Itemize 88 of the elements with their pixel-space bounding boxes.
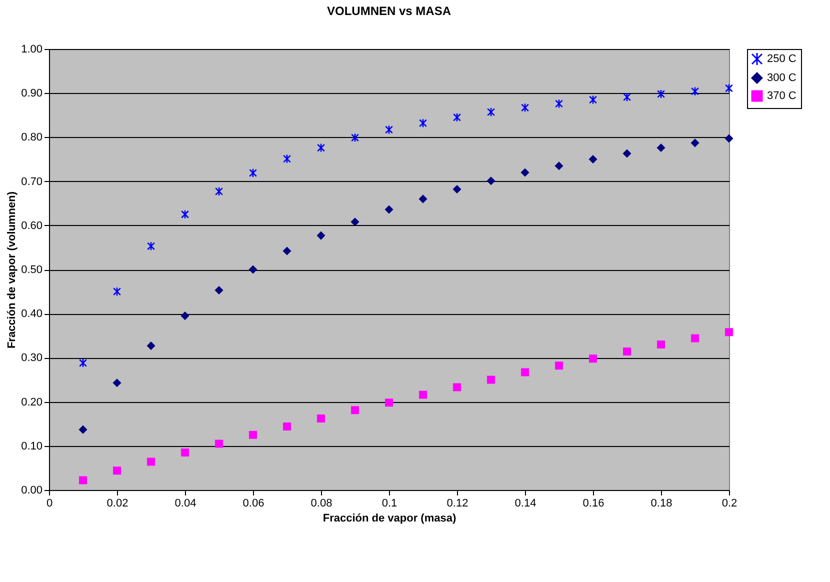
point — [384, 398, 394, 407]
y-tick-label: 0.60 — [21, 220, 42, 232]
point — [316, 414, 326, 423]
y-tick-label: 1.00 — [21, 44, 42, 56]
x-tick-label: 0.2 — [722, 498, 738, 510]
point — [214, 186, 224, 196]
x-axis-title: Fracción de vapor (masa) — [322, 512, 456, 524]
point — [112, 378, 122, 387]
point — [248, 168, 258, 178]
point — [316, 143, 326, 152]
point — [418, 390, 428, 399]
point — [520, 102, 530, 112]
point — [486, 376, 496, 384]
point — [350, 406, 360, 414]
point — [282, 422, 292, 430]
point — [180, 448, 190, 457]
x-tick-label: 0.16 — [582, 498, 604, 510]
x-tick-label: 0.08 — [310, 498, 332, 510]
point — [554, 362, 564, 370]
point — [214, 286, 224, 294]
point — [78, 476, 88, 484]
y-tick-label: 0.70 — [21, 176, 42, 188]
point — [112, 466, 122, 475]
y-tick-label: 0.10 — [21, 440, 42, 452]
point — [690, 138, 700, 147]
point — [724, 328, 734, 336]
point — [180, 312, 190, 320]
chart-title: VOLUMNEN vs MASA — [326, 4, 452, 18]
point — [520, 368, 530, 376]
y-tick-label: 0.30 — [21, 352, 42, 364]
point — [554, 162, 564, 170]
y-tick-label: 0.00 — [21, 484, 42, 496]
point — [384, 206, 394, 214]
point — [622, 150, 632, 158]
point — [316, 232, 326, 240]
point — [656, 144, 666, 152]
legend-label: 370 C — [767, 90, 796, 102]
y-tick-label: 0.40 — [21, 308, 42, 320]
point — [588, 155, 598, 164]
point — [146, 342, 156, 350]
point — [622, 348, 632, 356]
legend-label: 300 C — [767, 72, 796, 84]
x-tick-label: 0.14 — [514, 498, 536, 510]
point — [180, 210, 190, 220]
y-axis-title: Fracción de vapor (volumnen) — [6, 191, 18, 349]
x-tick-label: 0.02 — [106, 498, 128, 510]
point — [588, 354, 598, 363]
point — [78, 358, 88, 368]
point — [724, 134, 734, 143]
point — [622, 92, 632, 102]
point — [146, 458, 156, 466]
point — [656, 89, 666, 99]
x-tick-label: 0.1 — [382, 498, 398, 510]
y-tick-label: 0.90 — [21, 88, 42, 100]
point — [452, 185, 462, 194]
x-tick-label: 0.06 — [242, 498, 264, 510]
point — [588, 95, 598, 104]
point — [248, 430, 258, 439]
point — [520, 168, 530, 176]
y-tick-label: 0.80 — [21, 132, 42, 144]
x-tick-label: 0 — [46, 498, 53, 510]
point — [112, 286, 122, 296]
point — [418, 118, 428, 128]
point — [350, 132, 360, 142]
y-tick-label: 0.50 — [21, 264, 42, 276]
point — [452, 112, 462, 122]
x-tick-label: 0.18 — [650, 498, 672, 510]
point — [452, 383, 462, 392]
legend-label: 250 C — [767, 53, 796, 65]
x-tick-label: 0.12 — [446, 498, 468, 510]
point — [384, 125, 394, 134]
point — [690, 86, 700, 96]
point — [350, 218, 360, 226]
point — [486, 176, 496, 185]
point — [282, 154, 292, 164]
point — [214, 440, 224, 448]
y-tick-label: 0.20 — [21, 396, 42, 408]
point — [554, 99, 564, 108]
point — [248, 265, 258, 274]
x-tick-label: 0.04 — [174, 498, 196, 510]
point — [282, 246, 292, 255]
point — [690, 334, 700, 342]
point — [146, 241, 156, 251]
point — [486, 107, 496, 117]
point — [78, 426, 88, 434]
point — [656, 340, 666, 348]
point — [418, 194, 428, 203]
point — [724, 84, 734, 93]
